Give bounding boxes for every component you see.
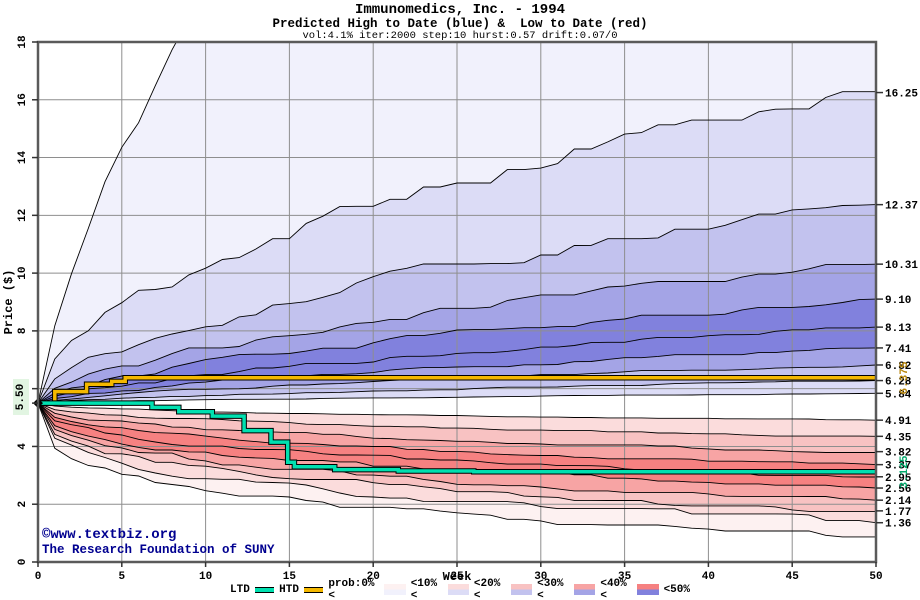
- x-tick-label: 30: [534, 571, 547, 583]
- ltd-line-sample: [254, 586, 275, 593]
- right-value-label: 7.41: [885, 344, 912, 356]
- percentile-line: [38, 402, 876, 538]
- right-value-label: 2.14: [885, 496, 912, 508]
- right-value-label: 4.91: [885, 416, 912, 428]
- right-value-label: 3.37: [885, 461, 911, 473]
- y-tick-label: 2: [17, 501, 29, 508]
- axis-ticks: [32, 41, 883, 567]
- x-tick-label: 5: [118, 571, 125, 583]
- percentile-line: [38, 380, 876, 404]
- right-value-label: 1.36: [885, 519, 911, 531]
- right-value-label: 2.56: [885, 484, 911, 496]
- right-value-label: 8.13: [885, 323, 912, 335]
- percentile-line: [38, 402, 876, 453]
- legend: LTD HTD prob:0%< <10%< <20%< <30%< <40%< <50%: [230, 578, 690, 600]
- probability-band-swatch: [637, 584, 659, 595]
- low-fan-band: [38, 403, 876, 453]
- watermark-url: ©www.textbiz.org: [42, 527, 177, 543]
- low-fan-band: [38, 403, 876, 465]
- ltd-final-value-label: 3.125: [899, 455, 911, 489]
- x-tick-label: 10: [199, 571, 212, 583]
- chart-subtitle: Predicted High to Date (blue) & Low to D…: [272, 17, 648, 31]
- percentile-line: [38, 402, 876, 437]
- legend-prob-label: <10%<: [410, 577, 438, 600]
- right-value-label: 6.28: [885, 377, 912, 389]
- htd-line: [38, 376, 876, 405]
- chart-parameters: vol:4.1% iter:2000 step:10 hurst:0.57 dr…: [302, 30, 618, 42]
- percentile-lines: [38, 42, 876, 538]
- y-tick-label: 8: [17, 327, 29, 334]
- right-value-label: 16.25: [885, 89, 918, 101]
- percentile-line: [38, 91, 876, 404]
- legend-prob-label: <30%<: [537, 577, 564, 600]
- probability-band-swatch: [447, 584, 469, 595]
- x-tick-label: 40: [702, 571, 715, 583]
- percentile-line: [38, 402, 876, 512]
- percentile-line: [38, 298, 876, 404]
- y-tick-label: 4: [17, 443, 29, 450]
- page-title: Immunomedics, Inc. - 1994: [354, 2, 566, 18]
- x-tick-label: 20: [367, 571, 380, 583]
- probability-band-swatch: [510, 584, 533, 595]
- y-axis-title: Price ($): [2, 269, 16, 335]
- legend-ltd-label: LTD: [230, 583, 250, 596]
- start-price-label: 5.50: [13, 379, 29, 415]
- probability-band-swatch: [574, 584, 596, 595]
- right-value-label: 12.37: [885, 201, 918, 213]
- x-tick-label: 25: [450, 571, 464, 583]
- percentile-line: [38, 204, 876, 404]
- gridlines: [38, 42, 876, 562]
- right-value-label: 1.77: [885, 507, 911, 519]
- percentile-line: [38, 392, 876, 404]
- percentile-line: [38, 402, 876, 501]
- x-axis-title: Week: [442, 570, 472, 584]
- legend-prob-label: <50%: [663, 583, 690, 596]
- x-tick-label: 35: [618, 571, 632, 583]
- y-tick-label: 14: [17, 151, 29, 165]
- legend-prob-label: <20%<: [473, 577, 501, 600]
- percentile-line: [38, 263, 876, 404]
- legend-prob-label: <40%<: [600, 577, 627, 600]
- htd-final-value-label: 6.375: [899, 361, 911, 395]
- y-tick-label: 10: [17, 267, 29, 280]
- percentile-line: [38, 402, 876, 466]
- x-tick-label: 0: [35, 571, 42, 583]
- x-tick-label: 45: [786, 571, 800, 583]
- axis-tick-labels: 0510152025303540455002468101214161816.25…: [17, 35, 918, 583]
- htd-line-sample: [303, 586, 324, 593]
- ltd-line: [38, 401, 876, 474]
- high-fan-band: [38, 42, 876, 404]
- x-tick-label: 50: [869, 571, 882, 583]
- y-tick-label: 12: [17, 209, 29, 222]
- right-value-label: 2.95: [885, 473, 912, 485]
- x-tick-label: 15: [283, 571, 297, 583]
- legend-prob-label: prob:0%<: [328, 577, 375, 600]
- right-value-label: 9.10: [885, 295, 911, 307]
- right-value-label: 10.31: [885, 260, 918, 272]
- percentile-line: [38, 347, 876, 404]
- y-tick-label: 0: [17, 559, 29, 566]
- high-fan-band: [38, 264, 876, 404]
- right-value-label: 6.82: [885, 361, 911, 373]
- watermark-organization: The Research Foundation of SUNY: [42, 543, 275, 557]
- y-tick-label: 18: [17, 35, 29, 49]
- right-value-label: 3.82: [885, 448, 911, 460]
- legend-htd-label: HTD: [279, 583, 299, 596]
- right-value-label: 5.84: [885, 389, 912, 401]
- y-tick-label: 16: [17, 93, 29, 106]
- percentile-line: [38, 402, 876, 524]
- probability-band-swatch: [384, 584, 406, 595]
- right-value-label: 4.35: [885, 432, 912, 444]
